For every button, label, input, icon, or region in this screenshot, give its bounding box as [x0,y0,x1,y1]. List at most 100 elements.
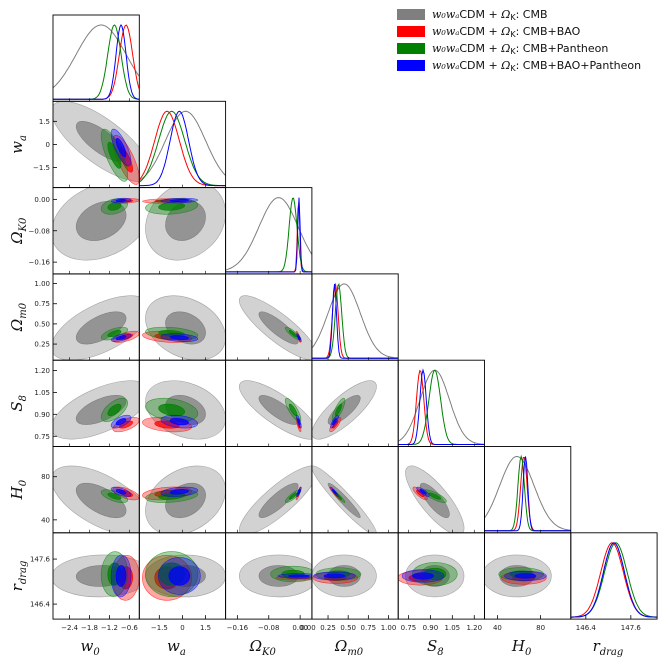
y-axis-label-sub-H0: 0 [18,479,29,486]
contour-Omegam0-S8 [334,403,343,417]
contour-OmegaK0-Omegam0 [258,311,299,345]
y-tick-label-Omegam0: 0.50 [34,320,50,328]
panel-w0-w0 [53,24,140,100]
contour-w0-rdrag [115,565,127,587]
legend-tail-0: : CMB [516,8,548,21]
panel-rdrag-rdrag [570,542,658,618]
legend-omega-3: Ω [500,59,510,72]
contour-S8-H0 [419,489,427,495]
legend-text-1: CDM + [459,25,501,38]
y-tick-label-H0: 40 [41,516,50,524]
x-tick-label-Omegam0: 0.50 [340,624,356,632]
x-tick-label-H0: 40 [493,624,502,632]
y-axis-label-sub-Omegam0: m0 [18,302,29,318]
contour-OmegaK0-Omegam0 [297,335,301,340]
legend-math-0: w₀wₐ [432,8,459,21]
marginal-rdrag-series-1 [570,542,658,618]
contour-wa-rdrag [168,566,191,586]
legend-swatch-1 [397,26,425,37]
panel-w0-H0 [53,465,140,533]
legend-text-0: CDM + [459,8,501,21]
y-tick-label-S8: 1.05 [34,389,50,397]
marginal-S8-series-3 [398,368,485,445]
panel-Omegam0-S8 [311,380,377,440]
contour-Omegam0-H0 [332,489,337,495]
x-tick-label-wa: −1.5 [151,624,168,632]
legend-label-1: w₀wₐCDM + ΩK: CMB+BAO [432,25,581,39]
legend-label-0: w₀wₐCDM + ΩK: CMB [432,8,548,22]
marginal-w0-series-1 [53,24,140,100]
panel-w0-Omegam0 [53,295,140,361]
contour-wa-H0 [169,489,189,495]
marginal-OmegaK0-series-1 [225,201,312,273]
marginal-OmegaK0-series-3 [225,197,312,273]
legend-label-2: w₀wₐCDM + ΩK: CMB+Pantheon [432,42,608,56]
legend-text-3: CDM + [459,59,501,72]
contour-S8-H0 [416,489,425,497]
legend-omega-sub-2: K [510,47,516,56]
contour-w0-S8 [107,403,122,417]
y-axis-label-OmegaK0: ΩK0 [8,217,29,245]
x-axis-label-H0: H0 [511,637,532,658]
legend-swatch-3 [397,60,425,71]
panel-wa-rdrag [142,551,226,601]
panel-w0-wa [53,101,140,185]
marginal-Omegam0-series-0 [311,283,399,359]
x-tick-label-OmegaK0: 0.00 [292,624,308,632]
marginal-w0-series-2 [53,24,140,100]
x-tick-label-Omegam0: 0.75 [361,624,377,632]
y-tick-label-OmegaK0: −0.08 [29,227,50,235]
x-tick-label-S8: 1.20 [466,624,482,632]
marginal-H0-series-3 [484,456,571,532]
contour-OmegaK0-H0 [297,489,301,495]
x-axis-label-sub-rdrag: drag [600,647,624,658]
y-axis-label-H0: H0 [8,479,29,500]
marginal-rdrag-series-2 [570,542,658,618]
x-tick-label-wa: 1.5 [200,624,211,632]
panel-w0-OmegaK0 [53,187,140,261]
contour-w0-H0 [115,489,127,495]
y-tick-label-S8: 1.20 [34,367,50,375]
panel-OmegaK0-rdrag [239,554,312,598]
x-tick-label-S8: 0.75 [401,624,417,632]
y-tick-label-wa: 1.5 [39,118,50,126]
x-tick-label-Omegam0: 0.00 [300,624,316,632]
marginal-wa-series-2 [139,110,226,187]
legend-omega-0: Ω [500,8,510,21]
panel-Omegam0-Omegam0 [311,282,399,359]
y-axis-label-S8: S8 [8,395,29,412]
marginal-rdrag-series-0 [570,542,658,618]
contour-wa-Omegam0 [169,335,189,340]
y-tick-label-H0: 80 [41,473,50,481]
y-axis-label-sub-S8: 8 [18,395,29,401]
legend-math-3: w₀wₐ [432,59,459,72]
legend-tail-1: : CMB+BAO [516,25,581,38]
contour-w0-wa [107,141,122,169]
x-axis-label-Omegam0: Ωm0 [334,637,364,658]
y-axis-label-sub-OmegaK0: K0 [18,217,29,232]
y-axis-label-wa: wa [8,135,29,154]
y-tick-label-Omegam0: 0.25 [34,341,50,349]
y-tick-label-rdrag: 147.6 [30,556,51,564]
x-tick-label-S8: 1.05 [445,624,461,632]
panel-S8-rdrag [398,554,465,598]
y-axis-label-Omegam0: Ωm0 [8,302,29,332]
panel-S8-S8 [398,368,485,445]
marginal-wa-series-1 [139,110,226,187]
y-tick-label-OmegaK0: −0.16 [29,259,51,267]
contour-wa-S8 [169,418,189,426]
x-tick-label-rdrag: 147.6 [621,624,642,632]
x-tick-label-wa: 0 [180,624,184,632]
contour-w0-S8 [115,418,127,426]
x-tick-label-rdrag: 146.4 [576,624,597,632]
x-tick-label-Omegam0: 0.25 [320,624,336,632]
panel-OmegaK0-S8 [239,380,312,440]
x-tick-label-OmegaK0: −0.16 [227,624,249,632]
legend-tail-2: : CMB+Pantheon [516,42,609,55]
x-axis-label-sub-Omegam0: m0 [347,647,363,658]
x-axis-label-wa: wa [167,637,186,658]
y-tick-label-Omegam0: 0.75 [34,300,50,308]
panel-H0-rdrag [484,554,552,598]
x-tick-label-w0: −1.8 [81,624,98,632]
marginal-w0-series-0 [53,24,140,89]
